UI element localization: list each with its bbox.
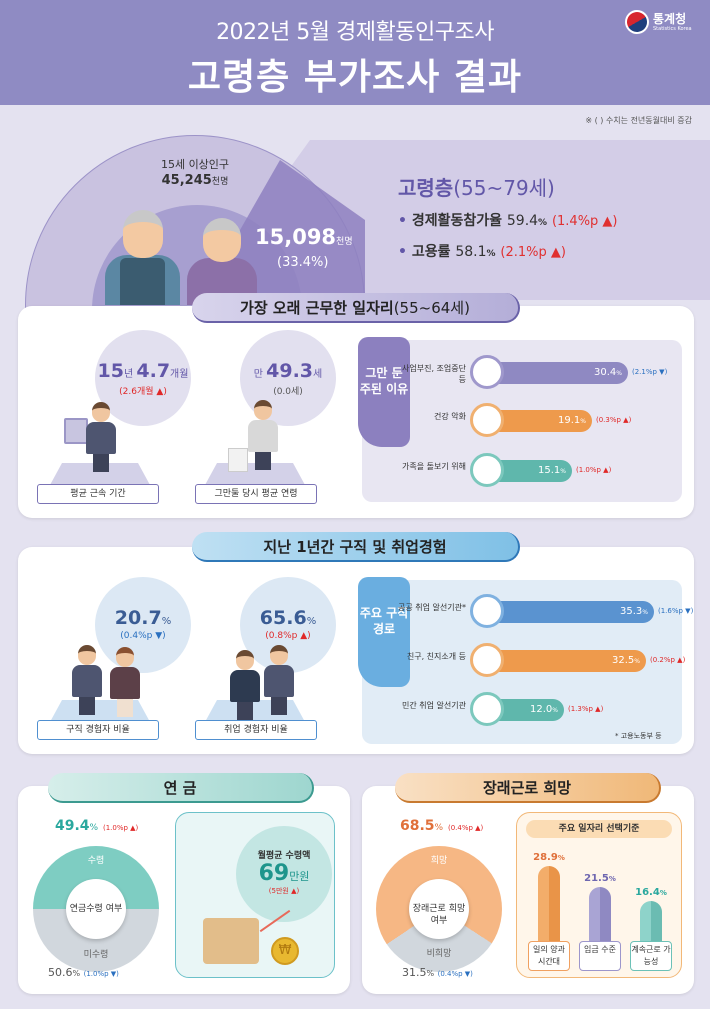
criteria-value-continuity: 16.4%	[635, 887, 667, 898]
page-subtitle: 2022년 5월 경제활동인구조사	[216, 20, 494, 45]
criteria-label-wage: 임금 수준	[579, 941, 621, 971]
seekers-bubble: 20.7% (0.4%p ▼)	[95, 577, 191, 673]
pension-receiving-pct: 49.4% (1.0%p ▲)	[55, 818, 139, 834]
criteria-title: 주요 일자리 선택기준	[526, 820, 672, 838]
comparison-note: ※ ( ) 수치는 전년동월대비 증감	[585, 116, 692, 125]
elderly-population-share: (33.4%)	[277, 255, 329, 270]
future-work-donut: 희망 장래근로 희망여부 비희망	[376, 846, 502, 972]
agency-icon	[470, 692, 504, 726]
not-want-work-pct: 31.5% (0.4%p ▼)	[402, 966, 473, 979]
tenure-bubble: 15년 4.7개월 (2.6개월 ▲)	[95, 330, 191, 426]
taegeuk-emblem-icon	[625, 10, 649, 34]
pension-title: 연 금	[48, 773, 314, 803]
pension-center: 연금수령 여부	[66, 879, 126, 939]
want-work-pct: 68.5% (0.4%p ▲)	[400, 818, 484, 834]
interviewer-icon	[228, 650, 262, 720]
friends-icon	[470, 643, 504, 677]
routes-footnote: * 고용노동부 등	[615, 732, 662, 740]
future-work-center: 장래근로 희망여부	[409, 879, 469, 939]
male-seeker-icon	[70, 645, 104, 715]
monthly-pension-bubble: 월평균 수령액 69만원 (5만원 ▲)	[236, 826, 332, 922]
reasons-label: 그만 둔 주된 이유	[358, 337, 410, 447]
criteria-bar-wage	[589, 887, 611, 944]
savings-box-icon	[203, 918, 259, 964]
handshake-worker-icon	[262, 645, 296, 715]
chart-down-icon	[470, 355, 504, 389]
retirement-age-caption: 그만둘 당시 평균 연령	[195, 484, 317, 504]
pension-donut: 수령 연금수령 여부 미수령	[33, 846, 159, 972]
paper-stack-icon	[228, 448, 248, 472]
worker-briefcase-icon	[84, 402, 118, 472]
job-search-title: 지난 1년간 구직 및 취업경험	[192, 532, 520, 562]
won-coin-icon: ₩	[271, 937, 299, 965]
participation-rate: • 경제활동참가율 59.4% (1.4%p ▲)	[398, 213, 618, 229]
longest-job-title: 가장 오래 근무한 일자리(55~64세)	[192, 293, 520, 323]
female-seeker-icon	[108, 647, 142, 717]
tenure-floor	[50, 463, 150, 485]
statistics-korea-logo: 통계청 Statistics Korea	[625, 10, 692, 34]
routes-label: 주요 구직 경로	[358, 577, 410, 687]
criteria-value-hours: 28.9%	[533, 852, 565, 863]
criteria-bar-hours	[538, 866, 560, 944]
elderly-population-value: 15,098천명	[255, 225, 353, 249]
logo-name: 통계청	[653, 11, 687, 26]
logo-subtitle: Statistics Korea	[653, 25, 692, 32]
criteria-value-wage: 21.5%	[584, 873, 616, 884]
employed-caption: 취업 경험자 비율	[195, 720, 317, 740]
patient-icon	[470, 403, 504, 437]
caregiver-icon	[470, 453, 504, 487]
public-office-icon	[470, 594, 504, 628]
seekers-caption: 구직 경험자 비율	[37, 720, 159, 740]
stressed-worker-icon	[246, 400, 280, 470]
future-work-title: 장래근로 희망	[395, 773, 661, 803]
population-label: 15세 이상인구	[160, 158, 230, 171]
elderly-woman-icon	[187, 210, 257, 305]
page-title: 고령층 부가조사 결과	[187, 57, 523, 98]
tenure-caption: 평균 근속 기간	[37, 484, 159, 504]
elderly-title: 고령층(55~79세)	[398, 176, 555, 200]
employment-rate: • 고용률 58.1% (2.1%p ▲)	[398, 244, 566, 260]
population-value: 45,245천명	[161, 173, 229, 188]
elderly-man-icon	[105, 210, 180, 305]
header-banner: 2022년 5월 경제활동인구조사 고령층 부가조사 결과 통계청 Statist…	[0, 0, 710, 105]
employed-bubble: 65.6% (0.8%p ▲)	[240, 577, 336, 673]
criteria-label-hours: 일의 양과 시간대	[528, 941, 570, 971]
pension-not-receiving-pct: 50.6% (1.0%p ▼)	[48, 966, 119, 979]
elderly-couple-illustration	[105, 210, 257, 305]
criteria-bar-continuity	[640, 901, 662, 944]
criteria-label-continuity: 계속근로 가능성	[630, 941, 672, 971]
